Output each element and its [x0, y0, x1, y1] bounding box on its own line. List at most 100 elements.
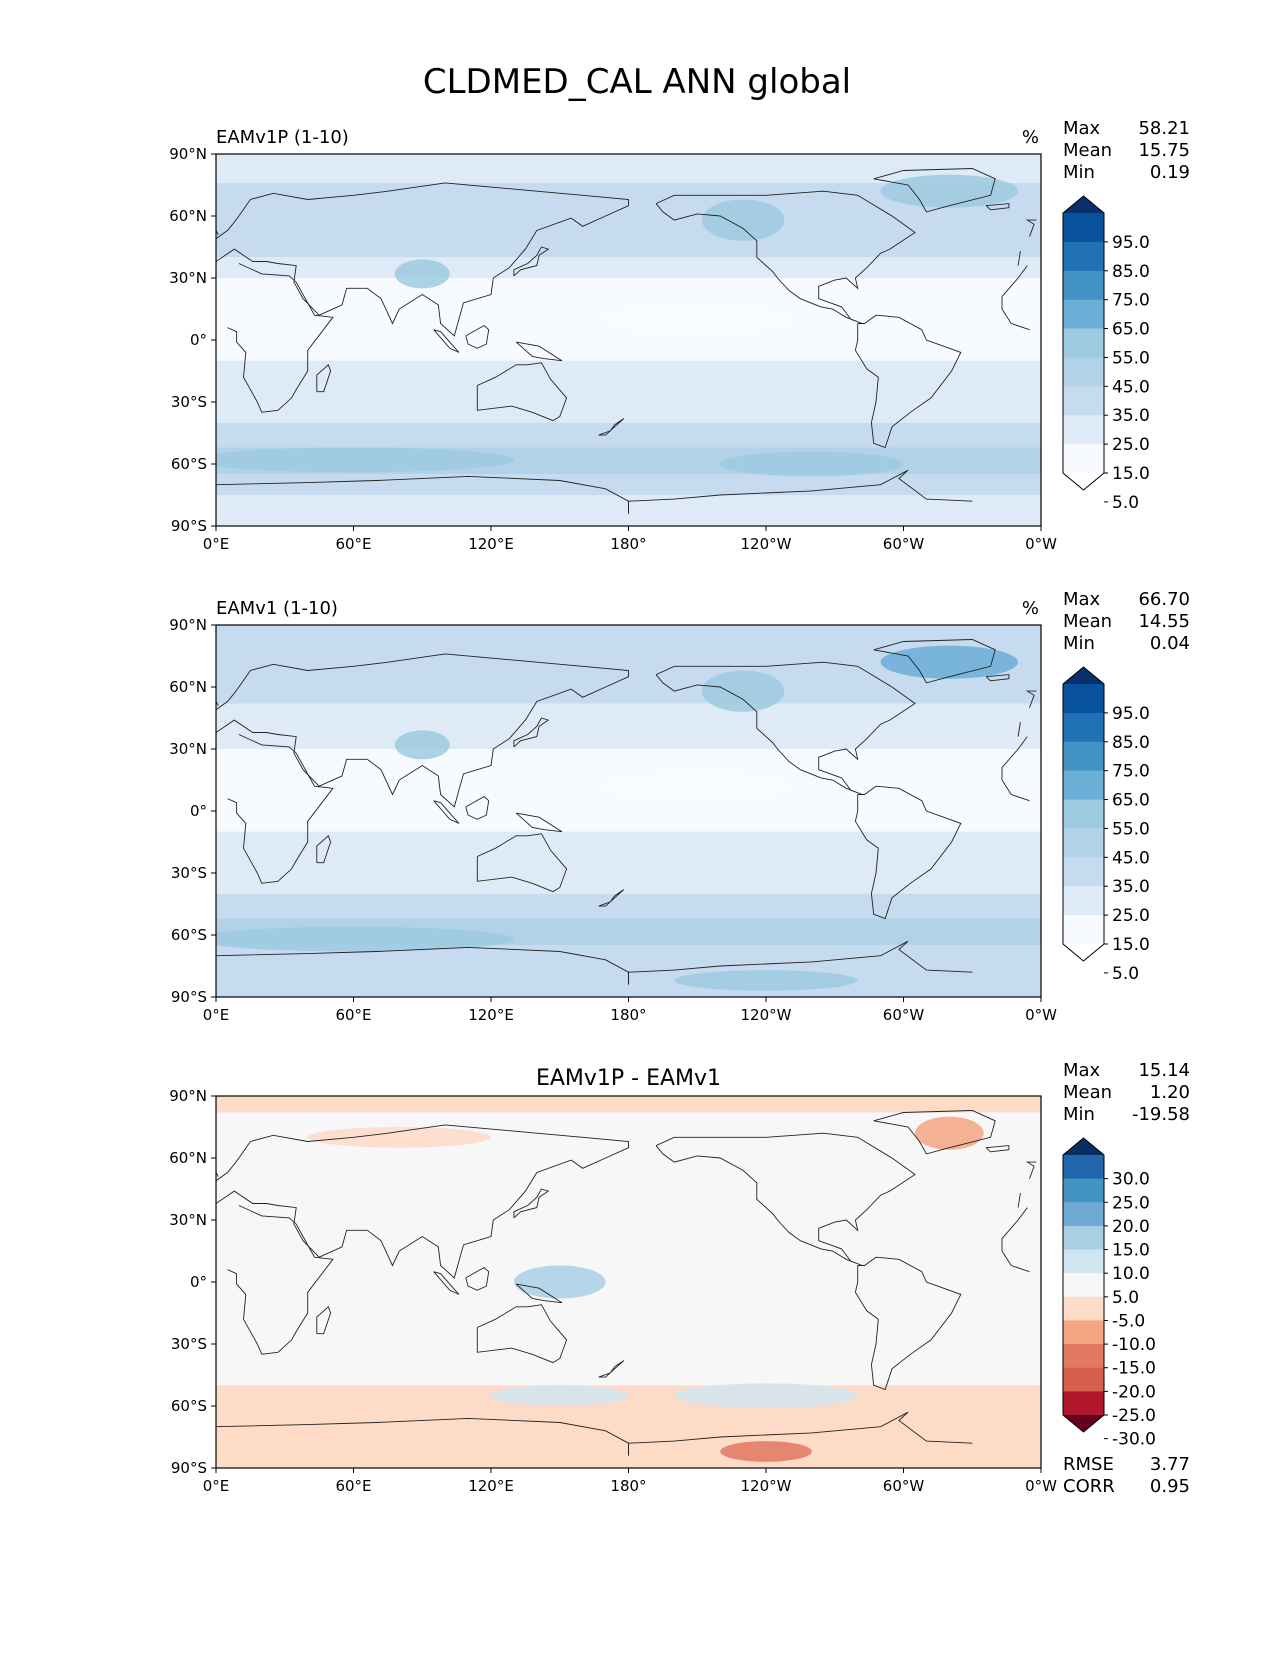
coastlines	[216, 639, 1037, 985]
colorbar-extend-max	[1063, 667, 1104, 684]
field-blob	[880, 174, 1019, 208]
stat-value: 15.75	[1138, 140, 1190, 161]
y-tick-label: 90°N	[169, 616, 207, 634]
x-tick-label: 0°W	[1025, 1477, 1057, 1495]
colorbar-label: 85.0	[1112, 733, 1150, 753]
stat-label: Mean	[1063, 611, 1112, 632]
stat-value: 15.14	[1138, 1060, 1190, 1081]
coastline-madagascar	[316, 1306, 332, 1335]
field-blob	[720, 1441, 812, 1462]
colorbar-label: 65.0	[1112, 320, 1150, 340]
colorbar: 30.0 25.0 20.0 15.0 10.0 5.0 -5.0 -10.0 -15.0 -20…	[1062, 1137, 1156, 1450]
field-blob	[307, 1127, 491, 1148]
field-band	[216, 422, 1041, 448]
field-band	[216, 625, 1041, 654]
panel-center-title: EAMv1P - EAMv1	[536, 1066, 721, 1091]
colorbar-segment	[1063, 1320, 1104, 1345]
coastline-antarctica	[216, 946, 629, 985]
coastline-samerica	[854, 314, 962, 449]
field-blob	[880, 645, 1019, 679]
coastlines	[216, 1110, 1037, 1456]
colorbar-segment	[1063, 799, 1104, 829]
field-band	[216, 728, 1041, 749]
coastline-africa	[227, 1205, 334, 1355]
metric-label: CORR	[1063, 1476, 1115, 1497]
colorbar-label: 95.0	[1112, 704, 1150, 724]
colorbar-segment	[1063, 213, 1104, 243]
field-blob	[605, 306, 789, 332]
y-tick-label: 0°	[190, 331, 207, 349]
x-tick-label: 180°	[610, 1006, 646, 1024]
colorbar-label: 45.0	[1112, 377, 1150, 397]
coastline-samerica	[854, 785, 962, 920]
y-tick-label: 90°S	[171, 988, 207, 1006]
field-band	[216, 831, 1041, 869]
coastline-sumatra	[433, 1271, 460, 1295]
colorbar-label: -20.0	[1112, 1382, 1156, 1402]
field-band	[216, 397, 1041, 423]
coastline-africa	[1001, 308, 1030, 331]
field-blob	[491, 1385, 629, 1406]
coastline-samerica	[854, 1256, 962, 1391]
coastline-newguinea	[515, 341, 563, 362]
colorbar-segment	[1063, 386, 1104, 416]
colorbar-extend-min	[1063, 944, 1104, 961]
panel-test: 0°E 60°E 120°E 180° 120°W 60°W 0°W 90°N 60°N 30°N…	[169, 118, 1190, 553]
x-tick-label: 180°	[610, 535, 646, 553]
coastline-greatbritain	[1025, 690, 1037, 708]
field-band	[216, 1145, 1041, 1386]
stat-value: 14.55	[1138, 611, 1190, 632]
field-blob	[394, 259, 450, 289]
field-band	[216, 868, 1041, 894]
panel-left-title: EAMv1 (1-10)	[216, 598, 338, 619]
x-tick-label: 60°E	[335, 1477, 371, 1495]
y-tick-label: 30°S	[171, 864, 207, 882]
coastline-australia	[476, 833, 568, 893]
y-tick-label: 60°S	[171, 926, 207, 944]
map-field-test	[216, 154, 1041, 526]
coastline-namerica	[655, 1132, 916, 1266]
y-tick-label: 60°S	[171, 455, 207, 473]
colorbar-segment	[1063, 299, 1104, 330]
panel-reference: 0°E 60°E 120°E 180° 120°W 60°W 0°W 90°N 60°N 30°N…	[169, 589, 1190, 1024]
metric-value: 0.95	[1150, 1476, 1190, 1497]
y-tick-label: 60°N	[169, 207, 207, 225]
field-band	[216, 749, 1041, 780]
colorbar-segment	[1063, 1273, 1104, 1298]
colorbar-segment	[1063, 357, 1104, 387]
x-tick-label: 0°E	[203, 535, 230, 553]
coastline-eurasia	[216, 182, 629, 337]
coastline-greatbritain	[1025, 1161, 1037, 1179]
coastline-namerica	[655, 190, 916, 324]
x-tick-label: 60°W	[883, 535, 925, 553]
colorbar-label: 5.0	[1112, 1288, 1139, 1308]
coastline-eurasia	[1017, 722, 1021, 737]
coastline-newguinea	[515, 1283, 563, 1304]
stat-value: -19.58	[1132, 1104, 1190, 1125]
colorbar-label: 25.0	[1112, 906, 1150, 926]
stat-label: Mean	[1063, 140, 1112, 161]
colorbar-label: 85.0	[1112, 262, 1150, 282]
colorbar-segment	[1063, 444, 1104, 474]
colorbar-segment	[1063, 1367, 1104, 1392]
coastline-antarctica	[216, 475, 629, 514]
coastline-sumatra	[433, 800, 460, 824]
colorbar-segment	[1063, 770, 1104, 801]
colorbar-label: -30.0	[1112, 1430, 1156, 1450]
colorbar: 95.0 85.0 75.0 65.0 55.0 45.0 35.0 25.0 15.0 5.0	[1062, 666, 1150, 984]
colorbar-label: 75.0	[1112, 762, 1150, 782]
stat-label: Min	[1063, 633, 1095, 654]
colorbar-extend-max	[1063, 196, 1104, 213]
colorbar-label: -5.0	[1112, 1311, 1145, 1331]
colorbar-segment	[1063, 857, 1104, 887]
colorbar-extend-max	[1063, 1138, 1104, 1155]
coastline-iceland	[985, 674, 1010, 682]
coastline-namerica	[655, 661, 916, 795]
y-tick-label: 0°	[190, 802, 207, 820]
panels: 0°E 60°E 120°E 180° 120°W 60°W 0°W 90°N 60°N 30°N…	[169, 118, 1190, 1497]
coastline-greenland	[873, 1110, 996, 1155]
field-band	[216, 1414, 1041, 1448]
colorbar-segment	[1063, 270, 1104, 301]
